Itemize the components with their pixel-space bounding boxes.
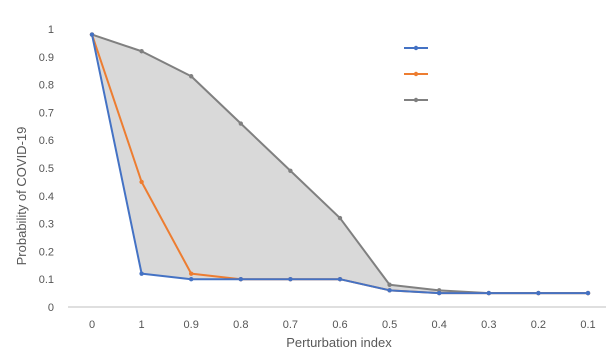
x-tick-label: 0.1: [580, 319, 595, 331]
data-point-cxrnet: [288, 277, 293, 282]
data-point-grad-cam: [337, 215, 343, 221]
x-tick-label: 0.9: [184, 319, 199, 331]
data-point-cxrnet: [585, 290, 591, 296]
y-axis-label: Probability of COVID-19: [14, 127, 29, 266]
legend-metric-grad-cam: AOPPC=0.629: [506, 95, 578, 107]
axes: 0 0.1 0.2 0.3 0.4 0.5 0.6 0.7 0.8 0.9 1 0 1 0.9 0.8 0.7…: [39, 24, 606, 331]
data-point-cxrnet: [437, 290, 442, 296]
x-tick-label: 0.7: [283, 319, 298, 331]
data-point-grad-cam: [238, 121, 243, 126]
data-point-grad-cam: [387, 282, 392, 287]
data-point-grad-cam: [288, 168, 293, 173]
legend-label-saliency-map: Saliency map: [431, 69, 497, 81]
data-point-saliency-map: [139, 179, 144, 185]
data-point-cxrnet: [536, 290, 541, 296]
data-point-cxrnet: [486, 290, 491, 296]
y-tick-label: 0.7: [39, 107, 54, 119]
y-tick-label: 0.9: [39, 52, 54, 64]
x-tick-label: 0.4: [432, 319, 447, 331]
y-tick-label: 0.5: [39, 163, 54, 175]
x-tick-label: 0: [89, 319, 95, 331]
legend-metric-saliency-map: AOPPC=0.868: [506, 69, 578, 81]
data-point-cxrnet: [337, 277, 343, 282]
data-point-saliency-map: [189, 271, 194, 276]
y-tick-label: 0.1: [39, 274, 54, 286]
data-point-grad-cam: [139, 49, 144, 54]
x-tick-label: 1: [139, 319, 145, 331]
legend-metric-cxrnet: AOPPC=0.903: [506, 43, 578, 55]
y-tick-label: 1: [48, 24, 54, 36]
data-point-cxrnet: [89, 32, 95, 37]
y-tick-label: 0.8: [39, 80, 54, 92]
y-tick-label: 0.3: [39, 219, 54, 231]
legend: CXRNet AOPPC=0.903 Saliency map AOPPC=0.868…: [404, 43, 578, 107]
x-axis-label: Perturbation index: [286, 335, 392, 350]
legend-label-grad-cam: Grad-CAM: [431, 95, 484, 107]
x-tick-label: 0.5: [382, 319, 397, 331]
series-group: [89, 32, 591, 296]
y-tick-label: 0.6: [39, 135, 54, 147]
x-tick-label: 0.2: [531, 319, 546, 331]
data-point-grad-cam: [189, 74, 194, 79]
y-tick-label: 0.4: [39, 191, 54, 203]
y-tick-label: 0: [48, 302, 54, 314]
legend-marker-saliency-map: [413, 71, 419, 77]
x-tick-label: 0.6: [332, 319, 347, 331]
x-tick-label: 0.8: [233, 319, 248, 331]
y-tick-label: 0.2: [39, 246, 54, 258]
legend-marker-cxrnet: [413, 45, 419, 51]
data-point-cxrnet: [139, 271, 144, 276]
x-tick-label: 0.3: [481, 319, 496, 331]
data-point-cxrnet: [238, 277, 243, 282]
data-point-cxrnet: [387, 288, 392, 293]
data-point-cxrnet: [189, 277, 194, 282]
legend-label-cxrnet: CXRNet: [431, 43, 471, 55]
legend-marker-grad-cam: [413, 97, 419, 103]
shaded-area: [92, 34, 588, 294]
